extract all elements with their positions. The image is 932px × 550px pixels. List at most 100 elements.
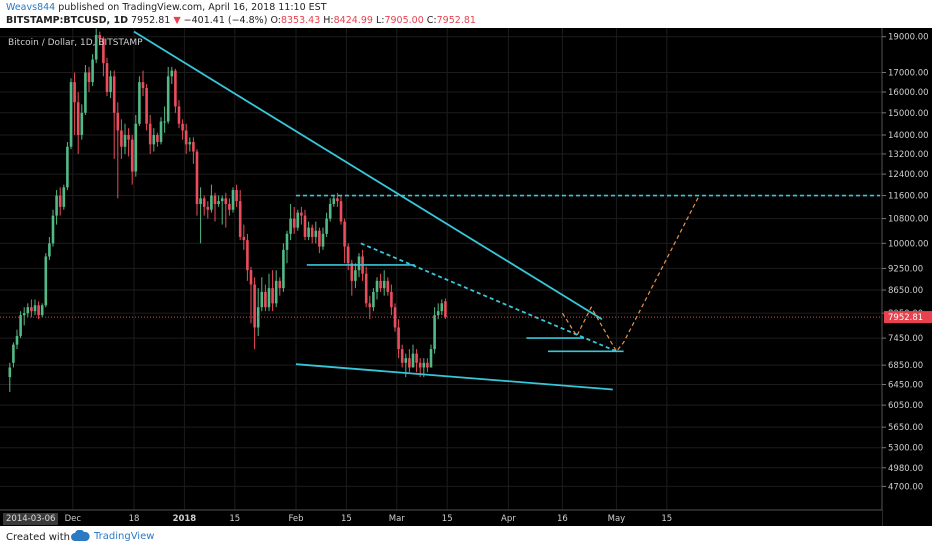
candle-body [213, 195, 217, 204]
candle-body [289, 218, 292, 234]
x-tick-label: Dec [65, 514, 82, 524]
candle-body [8, 367, 12, 378]
x-tick-label: 15 [341, 514, 352, 524]
candle-body [206, 206, 210, 210]
candle-body [282, 249, 285, 289]
high-value: 8424.99 [333, 15, 373, 26]
candle-body [253, 284, 256, 328]
candle-body [440, 303, 444, 312]
candle-body [271, 288, 274, 304]
tradingview-brand[interactable]: TradingView [70, 530, 154, 542]
candle-body [69, 82, 73, 147]
y-tick-label: 11600.00 [888, 192, 929, 202]
x-tick-label: 15 [229, 514, 240, 524]
y-tick-label: 4980.00 [888, 464, 923, 474]
y-tick-label: 10000.00 [888, 239, 929, 249]
candle-body [192, 141, 195, 152]
candle-body [228, 203, 231, 210]
candle-body [260, 291, 264, 308]
time-axis [0, 510, 882, 526]
close-label: C: [426, 15, 437, 26]
candle-body [264, 291, 267, 308]
candle-body [202, 198, 206, 207]
candle-body [444, 301, 447, 318]
x-tick-label: 15 [661, 514, 672, 524]
candle-body [163, 121, 166, 123]
candle-body [134, 123, 138, 172]
cloud-logo-icon [71, 530, 90, 541]
candle-body [84, 72, 87, 113]
chart-area[interactable]: 19000.00 17000.00 16000.00 15000.00 14000.00… [0, 28, 932, 526]
y-tick-label: 8650.00 [888, 286, 923, 296]
y-tick-label: 17000.00 [888, 69, 929, 79]
candle-body [156, 135, 159, 142]
y-tick-label: 12400.00 [888, 170, 929, 180]
x-tick-label: Feb [288, 514, 303, 524]
published-text: published on TradingView.com, April 16, … [58, 2, 327, 13]
candle-body [357, 256, 361, 271]
y-tick-label: 4700.00 [888, 482, 923, 492]
down-arrow-icon: ▼ [173, 15, 181, 26]
candle-body [145, 88, 148, 124]
candle-body [55, 195, 58, 216]
candle-body [166, 76, 170, 122]
candle-body [73, 82, 76, 103]
candle-body [138, 82, 141, 124]
candle-body [116, 112, 120, 131]
candle-body [105, 63, 109, 93]
candle-body [141, 82, 145, 89]
candle-body [418, 362, 422, 368]
candle-body [170, 70, 174, 77]
low-value: 7905.00 [384, 15, 424, 26]
trend-line [133, 30, 603, 320]
candle-body [436, 311, 440, 316]
candle-body [199, 198, 202, 204]
author-link[interactable]: Weavs844 [6, 2, 56, 13]
candle-body [130, 139, 134, 172]
brand-name: TradingView [94, 530, 155, 542]
candle-body [40, 305, 44, 316]
candle-body [422, 362, 426, 368]
candle-body [238, 201, 242, 237]
candle-body [325, 218, 328, 234]
candle-body [210, 195, 213, 210]
candle-body [94, 35, 98, 60]
candle-body [354, 270, 357, 281]
x-tick-label: 18 [129, 514, 140, 524]
candle-body [102, 38, 105, 64]
candlestick-chart[interactable]: 19000.00 17000.00 16000.00 15000.00 14000.00… [0, 28, 932, 526]
x-tick-label: May [608, 514, 626, 524]
candle-body [336, 198, 339, 202]
candle-body [235, 190, 238, 202]
candle-body [15, 335, 19, 345]
candle-body [26, 307, 30, 314]
candle-body [184, 130, 188, 145]
candle-body [87, 72, 91, 83]
candle-body [22, 313, 26, 316]
candle-body [177, 106, 181, 124]
y-tick-label: 6450.00 [888, 381, 923, 391]
y-tick-label: 9250.00 [888, 264, 923, 274]
trend-line [360, 242, 617, 353]
y-tick-label: 6850.00 [888, 361, 923, 371]
x-tick-label: Mar [389, 514, 406, 524]
candle-body [339, 201, 343, 222]
candle-body [314, 230, 318, 237]
ohlc-summary: BITSTAMP:BTCUSD, 1D 7952.81 ▼ −401.41 (−… [6, 15, 476, 26]
candle-body [112, 76, 116, 113]
candle-body [318, 230, 321, 247]
candle-body [292, 218, 296, 228]
candle-body [76, 102, 80, 136]
y-tick-label: 5650.00 [888, 423, 923, 433]
candle-body [19, 315, 22, 336]
x-tick-label: Apr [501, 514, 516, 524]
candle-body [159, 121, 163, 142]
candle-body [224, 198, 228, 204]
x-tick-label: 2018 [173, 514, 197, 524]
close-value: 7952.81 [436, 15, 476, 26]
y-tick-label: 15000.00 [888, 109, 929, 119]
date-badge: 2014-03-06 [3, 513, 59, 525]
candle-body [429, 349, 433, 368]
candle-body [368, 303, 372, 308]
candle-body [386, 280, 390, 292]
